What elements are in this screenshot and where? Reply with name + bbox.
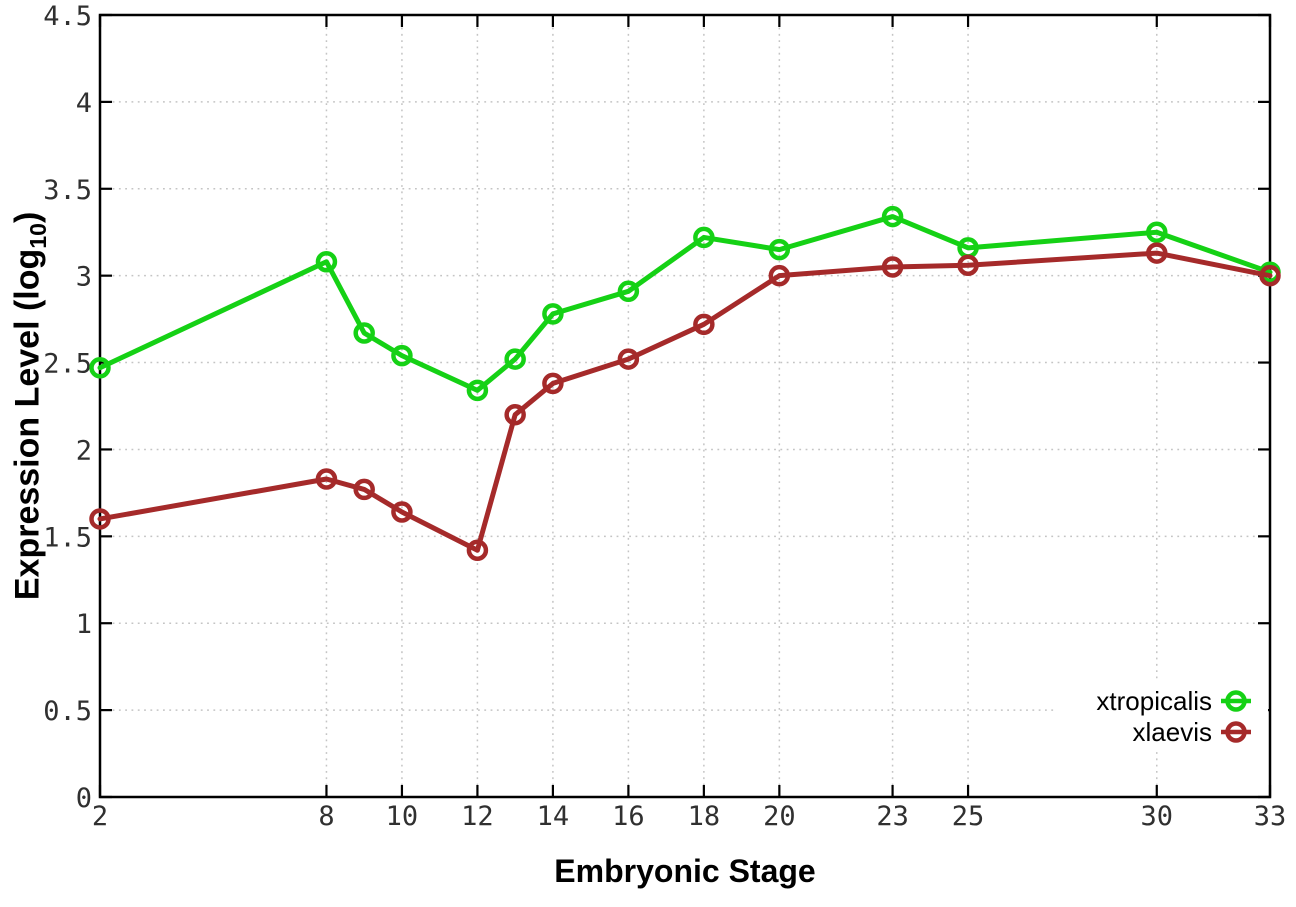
series-line-xlaevis	[97, 250, 1273, 553]
y-tick-label: 3	[76, 262, 92, 293]
y-axis-title-suffix: )	[8, 211, 47, 224]
x-tick-label: 18	[688, 801, 721, 832]
data-point-xlaevis	[89, 508, 111, 530]
x-tick-label: 12	[461, 801, 494, 832]
x-tick-label: 23	[876, 801, 909, 832]
y-tick-label: 1.5	[43, 522, 92, 553]
y-tick-label: 2	[76, 435, 92, 466]
data-point-xlaevis	[693, 313, 715, 336]
data-point-xlaevis	[768, 264, 791, 287]
data-point-xlaevis	[617, 348, 640, 370]
data-point-xlaevis	[1146, 242, 1168, 264]
data-point-xlaevis	[957, 254, 979, 276]
data-point-xlaevis	[1259, 264, 1281, 287]
data-point-xtropicalis	[504, 348, 526, 370]
y-tick-label: 4	[76, 88, 92, 119]
y-tick-label: 4.5	[43, 1, 92, 32]
data-point-xlaevis	[504, 403, 526, 426]
y-tick-label: 1	[76, 609, 92, 640]
data-point-xtropicalis	[881, 205, 904, 228]
series-line-xtropicalis	[97, 214, 1273, 393]
data-point-xlaevis	[353, 478, 375, 501]
legend-marker-xlaevis	[1225, 721, 1247, 743]
data-point-xlaevis	[315, 468, 338, 490]
x-tick-label: 10	[386, 801, 419, 832]
data-point-xtropicalis	[315, 251, 338, 273]
y-tick-label: 2.5	[43, 349, 92, 380]
data-point-xtropicalis	[391, 344, 413, 367]
x-tick-label: 14	[537, 801, 570, 832]
x-tick-label: 16	[612, 801, 645, 832]
x-tick-label: 2	[92, 801, 108, 832]
y-axis-title-text: Expression Level (log	[8, 248, 47, 601]
x-tick-label: 8	[318, 801, 334, 832]
data-point-xlaevis	[881, 256, 904, 278]
legend-label-xtropicalis: xtropicalis	[1096, 686, 1212, 716]
data-point-xtropicalis	[1146, 221, 1168, 243]
data-point-xtropicalis	[542, 303, 564, 325]
data-point-xtropicalis	[353, 322, 375, 344]
data-point-xtropicalis	[466, 379, 489, 402]
data-point-xlaevis	[391, 501, 413, 523]
y-axis-title: Expression Level (log10)	[8, 212, 52, 601]
legend-marker-xtropicalis	[1225, 690, 1247, 712]
y-tick-label: 0.5	[43, 696, 92, 727]
y-tick-label: 0	[76, 783, 92, 814]
x-tick-label: 33	[1254, 801, 1287, 832]
y-axis-title-wrap: Expression Level (log10)	[2, 15, 58, 797]
data-point-xtropicalis	[89, 357, 111, 379]
x-axis-title: Embryonic Stage	[554, 853, 816, 889]
data-point-xlaevis	[542, 372, 564, 395]
y-axis-title-subscript: 10	[24, 223, 51, 249]
data-point-xtropicalis	[768, 238, 791, 261]
legend-label-xlaevis: xlaevis	[1133, 717, 1212, 747]
x-tick-label: 25	[952, 801, 985, 832]
x-tick-label: 20	[763, 801, 796, 832]
x-tick-label: 30	[1141, 801, 1174, 832]
y-tick-label: 3.5	[43, 175, 92, 206]
plot-border	[98, 13, 1272, 799]
data-point-xlaevis	[466, 539, 489, 561]
data-point-xtropicalis	[617, 280, 640, 303]
data-point-xtropicalis	[693, 226, 715, 249]
